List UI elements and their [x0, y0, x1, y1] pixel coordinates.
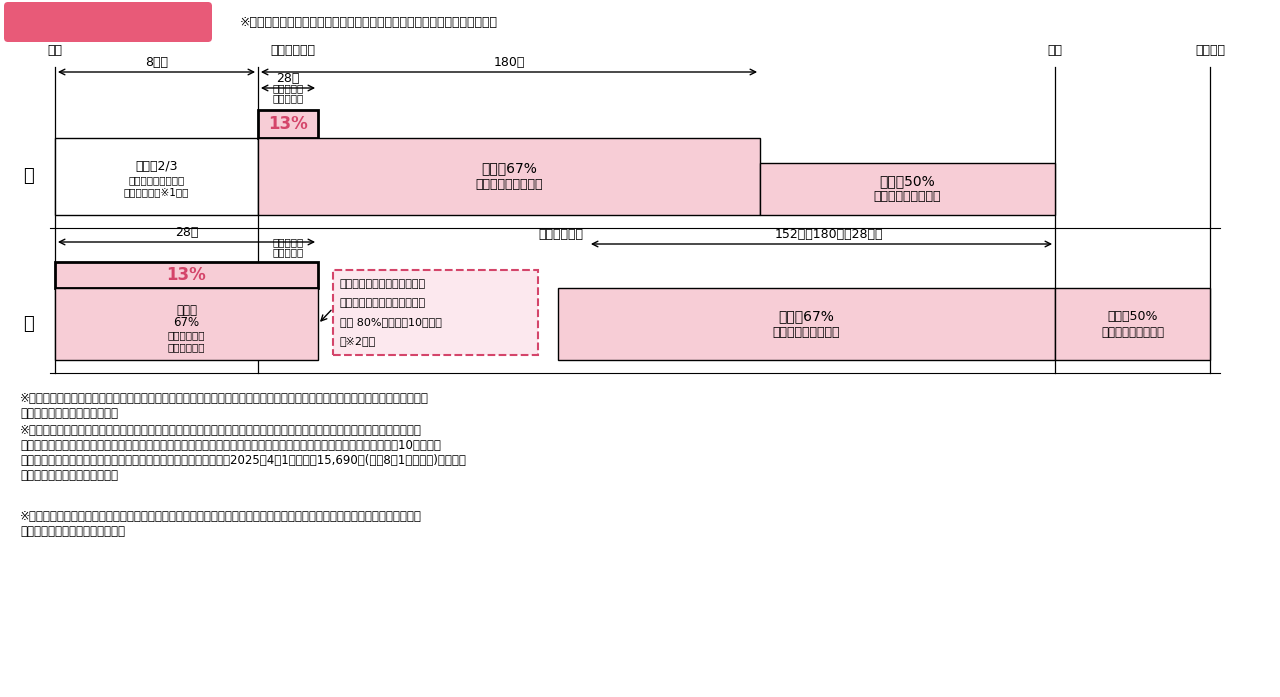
Text: 給付率67%: 給付率67% [778, 309, 835, 323]
Text: 13%: 13% [268, 115, 308, 133]
Text: ことにご留意ください。: ことにご留意ください。 [20, 469, 118, 482]
Text: お問い合わせください。: お問い合わせください。 [20, 407, 118, 420]
Bar [333, 270, 538, 355]
Text: ※パパ・ママ育休プラス制度を活用した場合のイメージを記載しています。: ※パパ・ママ育休プラス制度を活用した場合のイメージを記載しています。 [241, 15, 498, 29]
Text: 支援給付金: 支援給付金 [273, 247, 303, 257]
Text: 出産手当金（※1））: 出産手当金（※1）） [124, 187, 189, 197]
Text: （育児休業給付金）: （育児休業給付金） [874, 190, 941, 204]
Bar [760, 163, 1055, 215]
Bar [55, 288, 317, 360]
Bar [259, 138, 760, 215]
Text: 出生時育児休業給付金または: 出生時育児休業給付金または [340, 279, 426, 289]
Bar [55, 262, 317, 288]
Text: 67%: 67% [173, 316, 200, 328]
Text: 出産: 出産 [47, 43, 63, 56]
Text: 給付率50%: 給付率50% [1107, 309, 1157, 323]
Text: 母: 母 [23, 167, 33, 185]
Text: ※３　就労状況・賃金支払状況により出生時育児休業給付金または育児休業給付金が不支給となった場合は、出生後休業支援給: ※３ 就労状況・賃金支払状況により出生時育児休業給付金または育児休業給付金が不支… [20, 510, 422, 523]
Text: ※１　出産手当金につきましては、ハローワークが取り扱う制度ではありません。ご自身が加入している健康保険等の運営機関へ: ※１ 出産手当金につきましては、ハローワークが取り扱う制度ではありません。ご自身… [20, 392, 429, 405]
Text: 8週間: 8週間 [145, 56, 168, 70]
Text: 育児休業開始: 育児休業開始 [270, 43, 315, 56]
Text: 給付率2/3: 給付率2/3 [136, 160, 178, 173]
Text: ※２　育児休業中は申出により健康保険料・厚生年金保険料が免除され、勤務先から給与が支給されない場合は雇用保険料の負: ※２ 育児休業中は申出により健康保険料・厚生年金保険料が免除され、勤務先から給与… [20, 424, 422, 437]
Text: 28日: 28日 [175, 227, 198, 240]
Text: 父: 父 [23, 315, 33, 333]
Text: 休業給付金）: 休業給付金） [168, 342, 205, 352]
Text: （出生時育児: （出生時育児 [168, 330, 205, 340]
Bar [1055, 288, 1210, 360]
Text: （育児休業給付金）: （育児休業給付金） [1101, 325, 1164, 339]
Text: 28日: 28日 [276, 72, 300, 86]
FancyBboxPatch shape [4, 2, 212, 42]
Text: 給付率: 給付率 [177, 303, 197, 316]
Text: 担はありません。また、育児休業等給付は非課税です。このため、休業開始時賃金日額の８０％の給付率で手取り10割相当の: 担はありません。また、育児休業等給付は非課税です。このため、休業開始時賃金日額の… [20, 439, 440, 452]
Text: （健康保険等による: （健康保険等による [128, 176, 184, 185]
Text: 付率 80%（手取り10割相当: 付率 80%（手取り10割相当 [340, 317, 442, 327]
Bar [558, 288, 1055, 360]
Text: 出生後休業: 出生後休業 [273, 237, 303, 247]
Text: 支援給付金: 支援給付金 [273, 93, 303, 103]
Text: 付金の支給は行いません。: 付金の支給は行いません。 [20, 525, 125, 538]
Text: 13%: 13% [166, 266, 206, 284]
Text: （育児休業給付金）: （育児休業給付金） [475, 178, 543, 191]
Text: 152日（180日－28日）: 152日（180日－28日） [774, 229, 883, 241]
Bar [55, 138, 259, 215]
Bar [259, 110, 317, 138]
Text: １歳２月: １歳２月 [1196, 43, 1225, 56]
Text: 育児休業開始: 育児休業開始 [538, 229, 582, 241]
Text: 給付となります。ただし、休業開始時賃金日額には上限額（2025年4月1日時点：15,690円(毎年8月1日に改定)）がある: 給付となります。ただし、休業開始時賃金日額には上限額（2025年4月1日時点：1… [20, 454, 466, 467]
Text: （※2））: （※2）） [340, 336, 376, 346]
Text: 出生後休業: 出生後休業 [273, 83, 303, 93]
Text: 給付率50%: 給付率50% [879, 174, 936, 188]
Text: （育児休業給付金）: （育児休業給付金） [773, 325, 840, 339]
Text: 支給額のイメージ: 支給額のイメージ [65, 13, 151, 31]
Text: 180日: 180日 [493, 56, 525, 70]
Text: １歳: １歳 [1047, 43, 1062, 56]
Text: 給付率67%: 給付率67% [481, 162, 536, 176]
Text: 育児休業給付金と合わせて給: 育児休業給付金と合わせて給 [340, 298, 426, 308]
